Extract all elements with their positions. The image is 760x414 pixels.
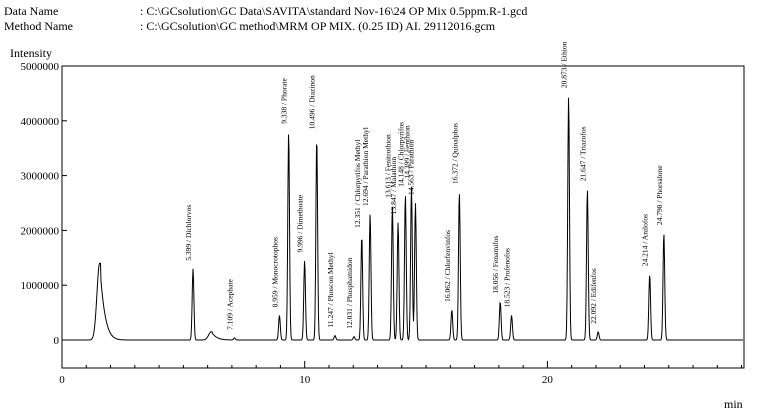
peak-label: 24.214 / Anilofos — [641, 214, 650, 266]
peak-label: 7.109 / Acephate — [226, 279, 235, 330]
peak-labels: 5.399 / Dichlorvos 7.109 / Acephate 8.959 … — [184, 41, 664, 329]
data-name-row: Data Name : C:\GCsolution\GC Data\SAVITA… — [4, 4, 744, 18]
method-name-row: Method Name : C:\GCsolution\GC method\MR… — [4, 19, 744, 33]
peak-label: 9.996 / Dimethoate — [296, 194, 305, 252]
peak-label: 10.496 / Diazinon — [308, 75, 317, 129]
peak-label: 22.092 / Edifenfos — [589, 268, 598, 324]
x-tick-label: 10 — [299, 374, 311, 386]
peak-label: 18.056 / Fenamifos — [491, 235, 500, 293]
x-tick-label: 20 — [542, 374, 554, 386]
peak-label: 12.031 / Phosphamidon — [345, 257, 354, 328]
data-name-key: Data Name — [4, 4, 59, 18]
peak-label: 12.351 / Chlorpyrifos Methyl — [353, 140, 362, 228]
peak-label: 24.798 / Phorsalone — [655, 165, 664, 225]
chart-axes — [61, 65, 745, 369]
peak-label: 12.694 / Parathion Methyl — [361, 127, 370, 206]
x-tick-label: 0 — [59, 374, 65, 386]
peak-label: 13.613 / Fenitrothion — [383, 134, 392, 198]
peak-label: 18.523 / Profenofos — [503, 248, 512, 307]
peak-label: 14.399 / Fenthion — [402, 125, 411, 178]
peak-label: 5.399 / Dichlorvos — [184, 205, 193, 261]
peak-label: 13.847 / Malathion — [389, 157, 398, 215]
plot-frame — [61, 65, 745, 369]
peak-label: 8.959 / Monocrotophos — [270, 237, 279, 307]
peak-label: 11.247 / Phoscon Methyl — [326, 252, 335, 327]
y-tick-label: 2000000 — [21, 225, 60, 237]
peak-label: 21.647 / Triazofos — [578, 126, 587, 181]
data-name-value: : C:\GCsolution\GC Data\SAVITA\standard … — [140, 4, 528, 18]
method-name-key: Method Name — [4, 19, 73, 33]
y-tick-label: 3000000 — [21, 171, 60, 183]
y-tick-label: 5000000 — [21, 61, 60, 73]
x-axis-label: min — [724, 397, 743, 411]
y-tick-label: 4000000 — [21, 116, 60, 128]
peak-label: 14.148 / Chlorpyrifos — [396, 122, 405, 187]
peak-label: 16.062 / Chlorfenvinfos — [443, 230, 452, 302]
chromatogram-trace — [63, 97, 743, 341]
peak-label: 9.338 / Phorate — [280, 77, 289, 123]
y-tick-label: 0 — [54, 335, 60, 347]
peak-label: 14.563 / Parathion — [406, 140, 415, 195]
method-name-value: : C:\GCsolution\GC method\MRM OP MIX. (0… — [140, 19, 496, 33]
peak-label: 20.873 / Ethion — [560, 41, 569, 88]
peak-label: 16.372 / Quinalphos — [450, 123, 459, 184]
axis-ticks: 0 1000000 2000000 3000000 4000000 5000000 0 10 2… — [21, 61, 743, 386]
y-tick-label: 1000000 — [21, 280, 60, 292]
y-axis-label: Intensity — [10, 46, 52, 60]
